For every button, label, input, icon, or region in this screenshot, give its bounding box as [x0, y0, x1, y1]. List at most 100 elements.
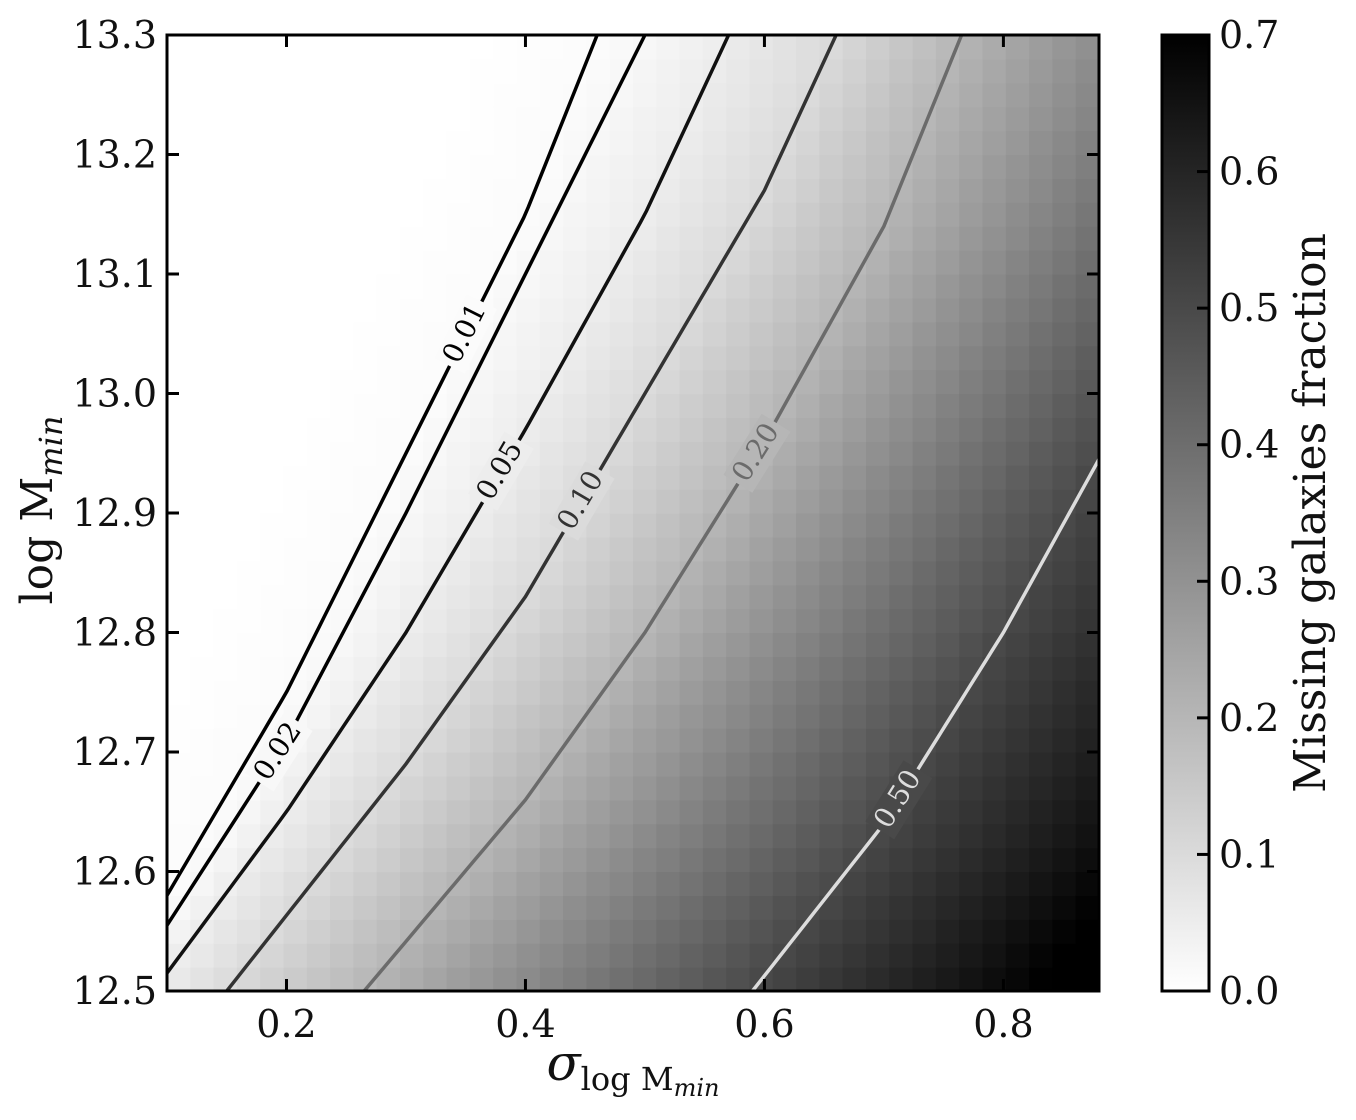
heatmap-cell [283, 130, 308, 156]
heatmap-cell [493, 728, 518, 753]
heatmap-cell [1005, 345, 1030, 371]
heatmap-cell [330, 752, 354, 777]
heatmap-cell [213, 465, 238, 490]
heatmap-cell [539, 608, 564, 634]
heatmap-cell [982, 250, 1007, 275]
heatmap-cell [400, 847, 424, 873]
heatmap-cell [772, 369, 797, 395]
heatmap-cell [679, 823, 704, 849]
heatmap-cell [586, 823, 611, 849]
heatmap-cell [423, 274, 448, 299]
heatmap-cell [889, 441, 914, 466]
heatmap-cell [516, 226, 541, 251]
heatmap-cell [702, 847, 727, 873]
heatmap-cell [306, 441, 331, 466]
heatmap-cell [959, 35, 984, 60]
heatmap-cell [842, 823, 867, 849]
heatmap-cell [539, 250, 564, 275]
heatmap-cell [469, 871, 494, 896]
heatmap-cell [1075, 417, 1099, 442]
heatmap-cell [306, 82, 331, 108]
heatmap-cell [679, 680, 704, 705]
heatmap-cell [1052, 154, 1077, 179]
heatmap-cell [912, 178, 937, 203]
heatmap-cell [935, 465, 960, 490]
heatmap-cell [842, 775, 867, 801]
heatmap-cell [1029, 465, 1053, 490]
heatmap-cell [702, 728, 727, 753]
heatmap-cell [446, 35, 471, 60]
heatmap-cell [213, 82, 238, 108]
heatmap-cell [1005, 680, 1030, 705]
heatmap-cell [236, 178, 261, 203]
heatmap-cell [633, 799, 657, 825]
heatmap-cell [1052, 369, 1077, 395]
heatmap-cell [586, 226, 611, 251]
heatmap-cell [1075, 752, 1099, 777]
heatmap-cell [446, 632, 471, 657]
heatmap-cell [982, 35, 1007, 60]
heatmap-cell [423, 178, 448, 203]
heatmap-cell [400, 775, 424, 801]
heatmap-cell [772, 58, 797, 84]
heatmap-cell [167, 369, 191, 395]
heatmap-cell [656, 369, 681, 395]
heatmap-cell [702, 297, 727, 323]
heatmap-cell [469, 608, 494, 634]
heatmap-cell [609, 799, 634, 825]
heatmap-cell [842, 393, 867, 418]
heatmap-cell [935, 202, 960, 227]
heatmap-cell [236, 154, 261, 179]
heatmap-cell [539, 106, 564, 132]
y-tick-label: 13.0 [72, 372, 157, 416]
heatmap-cell [1005, 465, 1030, 490]
heatmap-cell [726, 82, 751, 108]
heatmap-cell [702, 799, 727, 825]
heatmap-cell [819, 226, 844, 251]
heatmap-cell [702, 775, 727, 801]
heatmap-cell [633, 560, 657, 586]
heatmap-cell [772, 465, 797, 490]
heatmap-cell [376, 728, 401, 753]
heatmap-cell [796, 513, 820, 538]
heatmap-cell [889, 728, 914, 753]
heatmap-cell [423, 680, 448, 705]
heatmap-cell [749, 536, 774, 562]
heatmap-cell [446, 847, 471, 873]
heatmap-cell [726, 847, 751, 873]
heatmap-cell [866, 632, 890, 657]
heatmap-cell [609, 704, 634, 729]
heatmap-cell [586, 250, 611, 275]
heatmap-cell [586, 656, 611, 681]
heatmap-cell [306, 321, 331, 347]
heatmap-cell [1029, 82, 1053, 108]
heatmap-cell [935, 130, 960, 156]
heatmap-cell [679, 967, 704, 991]
heatmap-cell [539, 345, 564, 371]
heatmap-cell [772, 584, 797, 610]
heatmap-cell [772, 274, 797, 299]
heatmap-cell [283, 871, 308, 896]
heatmap-cell [190, 967, 215, 991]
heatmap-cell [586, 536, 611, 562]
heatmap-cell [376, 202, 401, 227]
heatmap-cell [469, 895, 494, 920]
heatmap-cell [400, 58, 424, 84]
heatmap-cell [330, 847, 354, 873]
heatmap-cell [493, 656, 518, 681]
heatmap-cell [236, 704, 261, 729]
heatmap-cell [702, 465, 727, 490]
heatmap-cell [702, 393, 727, 418]
heatmap-cell [1005, 202, 1030, 227]
heatmap-cell [633, 441, 657, 466]
heatmap-cell [866, 513, 890, 538]
y-tick-label: 12.9 [72, 491, 157, 535]
heatmap-cell [586, 967, 611, 991]
heatmap-cell [586, 608, 611, 634]
heatmap-cell [749, 58, 774, 84]
heatmap-cell [1052, 967, 1077, 991]
heatmap-cell [586, 417, 611, 442]
heatmap-cell [749, 35, 774, 60]
heatmap-cell [167, 560, 191, 586]
heatmap-cell [1005, 513, 1030, 538]
